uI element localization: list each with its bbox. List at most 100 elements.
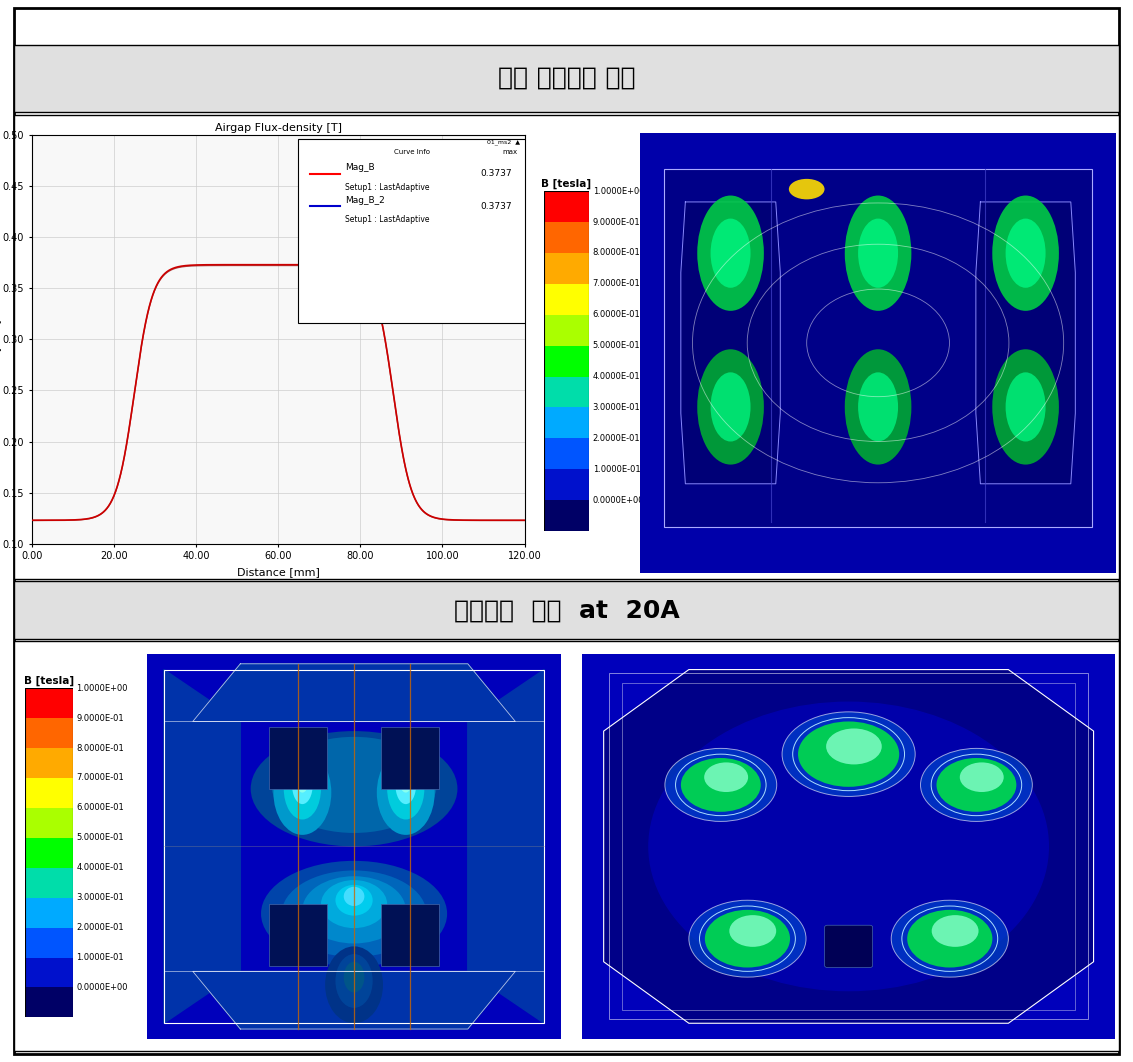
Title: B [tesla]: B [tesla] (24, 676, 74, 686)
Ellipse shape (1006, 219, 1046, 288)
Ellipse shape (892, 901, 1008, 977)
Ellipse shape (321, 880, 387, 928)
Ellipse shape (697, 195, 764, 311)
Text: 7.0000E-01: 7.0000E-01 (76, 773, 125, 783)
Text: 4.0000E-01: 4.0000E-01 (76, 863, 123, 872)
Ellipse shape (296, 770, 308, 792)
Polygon shape (164, 669, 240, 1024)
Ellipse shape (335, 954, 373, 1008)
Ellipse shape (1006, 373, 1046, 442)
Text: 1.0000E-01: 1.0000E-01 (593, 465, 640, 474)
Text: 9.0000E-01: 9.0000E-01 (593, 218, 640, 226)
Bar (381, 904, 438, 965)
Text: Setup1 : LastAdaptive: Setup1 : LastAdaptive (344, 216, 429, 224)
Bar (544, 314, 589, 345)
Text: 6.0000E-01: 6.0000E-01 (593, 310, 640, 320)
Text: Mag_B: Mag_B (344, 164, 374, 172)
Bar (25, 988, 73, 1017)
Ellipse shape (283, 758, 321, 820)
Polygon shape (604, 669, 1093, 1024)
Bar (25, 868, 73, 897)
Text: 9.0000E-01: 9.0000E-01 (76, 714, 123, 722)
Text: 7.0000E-01: 7.0000E-01 (593, 279, 640, 289)
Bar (270, 904, 327, 965)
Bar (14, 641, 1119, 1051)
Text: 0.0000E+00: 0.0000E+00 (76, 983, 128, 992)
Ellipse shape (325, 946, 383, 1024)
X-axis label: Distance [mm]: Distance [mm] (237, 567, 320, 577)
Ellipse shape (931, 915, 979, 947)
Ellipse shape (730, 915, 776, 947)
Ellipse shape (826, 729, 881, 765)
Ellipse shape (960, 763, 1004, 792)
Ellipse shape (798, 721, 900, 787)
Text: 8.0000E-01: 8.0000E-01 (593, 249, 640, 257)
FancyBboxPatch shape (664, 169, 1092, 528)
Ellipse shape (937, 758, 1016, 811)
Polygon shape (681, 202, 781, 484)
Ellipse shape (697, 349, 764, 464)
Text: 3.0000E-01: 3.0000E-01 (593, 402, 640, 412)
Bar (544, 500, 589, 531)
Ellipse shape (335, 885, 373, 915)
Ellipse shape (845, 195, 911, 311)
Bar (544, 191, 589, 222)
Ellipse shape (665, 749, 777, 821)
Ellipse shape (387, 758, 425, 820)
Bar (25, 778, 73, 808)
Text: 3.0000E-01: 3.0000E-01 (76, 893, 125, 903)
Bar (544, 253, 589, 284)
Bar (14, 45, 1119, 112)
Text: 0.3737: 0.3737 (480, 169, 512, 178)
Ellipse shape (710, 373, 750, 442)
Bar (25, 808, 73, 838)
Bar (270, 727, 327, 789)
Ellipse shape (272, 737, 437, 833)
Bar (25, 838, 73, 868)
Bar (25, 897, 73, 927)
Polygon shape (468, 669, 544, 1024)
Bar (544, 377, 589, 408)
Bar (544, 469, 589, 500)
Ellipse shape (343, 887, 365, 906)
Bar (544, 439, 589, 469)
Text: 1.0000E+00: 1.0000E+00 (76, 684, 128, 692)
Ellipse shape (858, 219, 898, 288)
Ellipse shape (920, 749, 1032, 821)
Text: Curve Info: Curve Info (394, 149, 429, 155)
Ellipse shape (303, 876, 406, 943)
Ellipse shape (395, 766, 416, 804)
Polygon shape (193, 664, 516, 721)
Text: 01_ms2  ▲: 01_ms2 ▲ (487, 139, 520, 144)
FancyBboxPatch shape (825, 925, 872, 967)
Bar (381, 727, 438, 789)
Ellipse shape (261, 861, 448, 966)
Text: 4.0000E-01: 4.0000E-01 (593, 372, 640, 381)
Text: 1.0000E+00: 1.0000E+00 (593, 187, 645, 195)
Ellipse shape (377, 750, 435, 835)
Ellipse shape (689, 901, 806, 977)
Text: 5.0000E-01: 5.0000E-01 (593, 341, 640, 350)
Bar (544, 222, 589, 253)
Bar (25, 927, 73, 958)
Polygon shape (976, 202, 1075, 484)
Text: Mag_B_2: Mag_B_2 (344, 195, 384, 205)
Ellipse shape (705, 910, 790, 967)
Ellipse shape (993, 349, 1059, 464)
Bar (14, 115, 1119, 579)
Ellipse shape (292, 766, 313, 804)
Bar (25, 958, 73, 988)
Bar (14, 581, 1119, 639)
Bar (25, 688, 73, 718)
Title: B [tesla]: B [tesla] (542, 179, 591, 189)
Ellipse shape (858, 373, 898, 442)
Ellipse shape (250, 731, 458, 846)
Ellipse shape (782, 712, 915, 796)
Text: 0.3737: 0.3737 (480, 202, 512, 211)
Ellipse shape (705, 763, 748, 792)
Text: 8.0000E-01: 8.0000E-01 (76, 743, 125, 753)
Ellipse shape (400, 770, 412, 792)
Text: 0.0000E+00: 0.0000E+00 (593, 496, 645, 504)
Ellipse shape (282, 871, 426, 957)
Bar (544, 345, 589, 377)
